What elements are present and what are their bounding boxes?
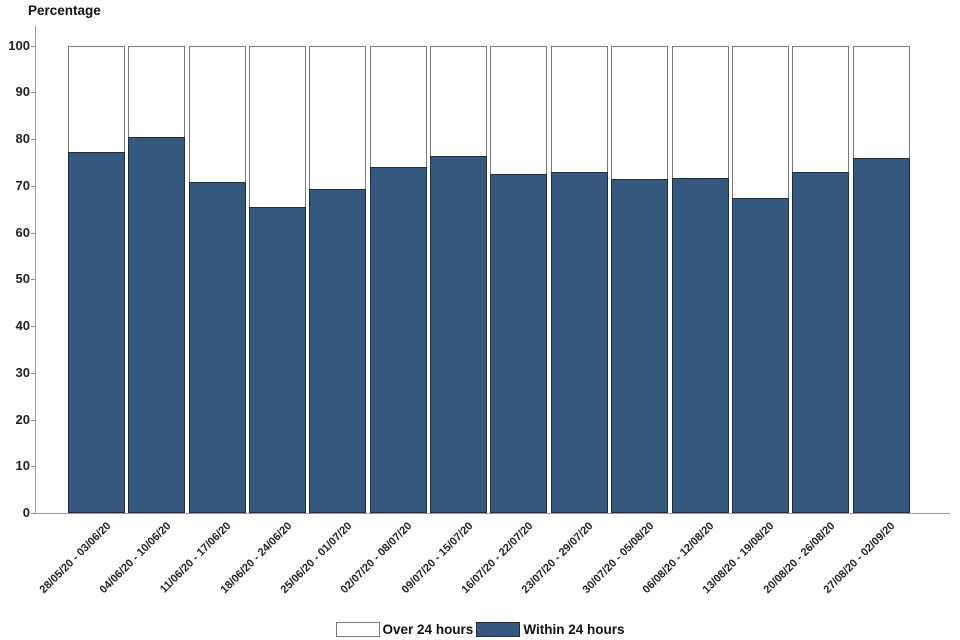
y-tick-label: 60 xyxy=(15,224,30,240)
y-tick-mark xyxy=(31,419,35,421)
y-tick-label: 10 xyxy=(15,458,30,474)
bar-segment-within-24-hours xyxy=(249,206,307,513)
bar-segment-within-24-hours xyxy=(671,177,729,513)
y-tick-mark xyxy=(31,139,35,140)
bar-total-over-24-hours xyxy=(792,45,850,513)
legend-swatch-within-24-hours xyxy=(476,621,521,637)
y-tick-mark xyxy=(31,232,35,234)
bar-segment-within-24-hours xyxy=(128,137,186,513)
bar-segment-within-24-hours xyxy=(611,179,669,513)
y-tick-label: 90 xyxy=(15,84,30,100)
bar-total-over-24-hours xyxy=(852,45,910,513)
bar-total-over-24-hours xyxy=(430,45,488,513)
y-tick-mark xyxy=(31,185,35,187)
y-tick-mark xyxy=(31,513,35,514)
bar-segment-within-24-hours xyxy=(309,189,367,513)
bar-segment-within-24-hours xyxy=(369,166,427,513)
bar-total-over-24-hours xyxy=(671,45,729,513)
bar-total-over-24-hours xyxy=(249,45,307,513)
y-tick-label: 40 xyxy=(15,318,30,333)
y-tick-mark xyxy=(31,326,35,327)
bar-total-over-24-hours xyxy=(128,45,186,513)
y-tick-mark xyxy=(31,92,35,94)
bar-total-over-24-hours xyxy=(731,45,789,513)
legend-swatch-over-24-hours xyxy=(335,621,380,637)
bar-segment-within-24-hours xyxy=(550,172,608,513)
y-tick-mark xyxy=(31,466,35,468)
legend: Over 24 hours Within 24 hours xyxy=(0,618,960,640)
y-tick-label: 0 xyxy=(22,505,30,520)
legend-label-over-24-hours: Over 24 hours xyxy=(382,621,474,637)
y-tick-mark xyxy=(31,45,35,47)
y-tick-mark xyxy=(31,279,35,281)
x-axis-line xyxy=(35,513,950,514)
bar-total-over-24-hours xyxy=(309,45,367,513)
bar-total-over-24-hours xyxy=(369,45,427,513)
y-tick-label: 100 xyxy=(8,37,30,53)
bar-segment-within-24-hours xyxy=(68,151,125,513)
y-axis-title: Percentage xyxy=(28,3,101,18)
y-tick-label: 50 xyxy=(15,271,30,287)
y-axis-line xyxy=(35,26,36,514)
y-tick-mark xyxy=(31,372,35,374)
bar-total-over-24-hours xyxy=(550,45,608,513)
bar-total-over-24-hours xyxy=(611,45,669,513)
bar-segment-within-24-hours xyxy=(852,157,910,513)
bar-segment-within-24-hours xyxy=(188,181,246,513)
bar-total-over-24-hours xyxy=(490,45,548,513)
bar-segment-within-24-hours xyxy=(731,197,789,513)
bar-segment-within-24-hours xyxy=(490,174,548,513)
bar-segment-within-24-hours xyxy=(430,155,488,513)
y-tick-label: 30 xyxy=(15,364,30,380)
y-tick-label: 70 xyxy=(15,177,30,193)
y-tick-label: 20 xyxy=(15,411,30,427)
bar-segment-within-24-hours xyxy=(792,171,850,513)
y-tick-label: 80 xyxy=(15,131,30,146)
legend-label-within-24-hours: Within 24 hours xyxy=(523,621,625,637)
bar-total-over-24-hours xyxy=(188,45,246,513)
bar-total-over-24-hours xyxy=(68,45,125,513)
